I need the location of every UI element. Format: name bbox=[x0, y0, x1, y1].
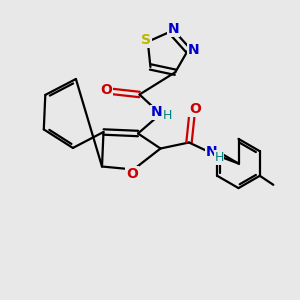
Text: N: N bbox=[151, 106, 163, 119]
Text: O: O bbox=[126, 167, 138, 181]
Text: S: S bbox=[141, 33, 151, 47]
Text: N: N bbox=[188, 43, 199, 57]
Text: O: O bbox=[100, 83, 112, 97]
Text: N: N bbox=[206, 145, 217, 158]
Text: H: H bbox=[162, 109, 172, 122]
Text: H: H bbox=[214, 151, 224, 164]
Text: O: O bbox=[189, 103, 201, 116]
Text: N: N bbox=[167, 22, 179, 36]
